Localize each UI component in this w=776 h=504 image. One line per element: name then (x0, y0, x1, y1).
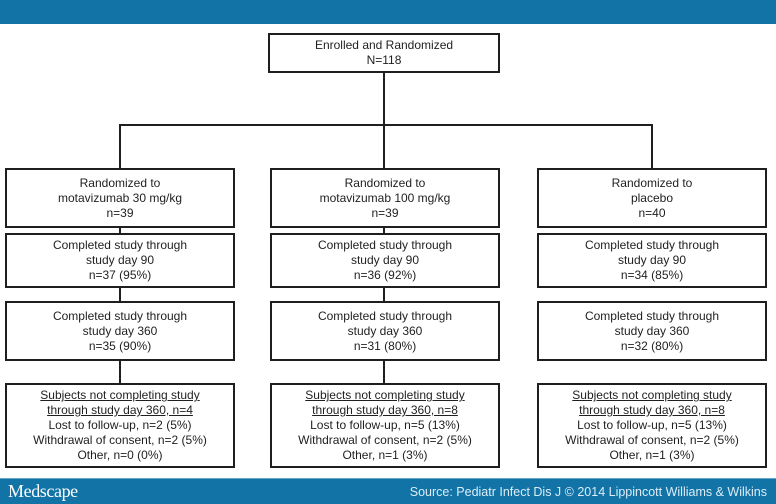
connector-col1-stub2 (119, 288, 121, 301)
connector-col1-stub3 (119, 361, 121, 383)
text-line: through study day 360, n=8 (312, 403, 458, 417)
enrolled-randomized-box: Enrolled and Randomized N=118 (268, 33, 500, 73)
text-line: Completed study through (584, 308, 720, 323)
not-completing-box-placebo: Subjects not completing study through st… (537, 383, 767, 468)
connector-col2-stub2 (383, 288, 385, 301)
text-line: n=37 (95%) (88, 268, 152, 282)
connector-col1-drop (119, 124, 121, 168)
text-line: Withdrawal of consent, n=2 (5%) (33, 433, 207, 447)
text-line: study day 360 (82, 323, 158, 338)
text-line: n=39 (371, 205, 399, 220)
footer-bar: Medscape Source: Pediatr Infect Dis J © … (0, 478, 776, 504)
text-line: study day 360 (347, 323, 423, 338)
day360-box-placebo: Completed study through study day 360 n=… (537, 301, 767, 361)
text-line: n=36 (92%) (353, 268, 417, 282)
medscape-logo: Medscape (8, 481, 78, 501)
text-line: Randomized to (344, 175, 426, 190)
text-line: Subjects not completing study (305, 388, 465, 402)
text-line: Randomized to (611, 175, 693, 190)
day90-box-motavizumab-30: Completed study through study day 90 n=3… (5, 233, 235, 288)
text-line: Completed study through (52, 238, 188, 252)
text-line: through study day 360, n=4 (47, 403, 193, 417)
day360-box-motavizumab-100: Completed study through study day 360 n=… (270, 301, 500, 361)
text-line: Lost to follow-up, n=5 (13%) (577, 418, 727, 432)
not-completing-box-motavizumab-100: Subjects not completing study through st… (270, 383, 500, 468)
day360-box-motavizumab-30: Completed study through study day 360 n=… (5, 301, 235, 361)
connector-horizontal (119, 124, 653, 126)
connector-col2-drop (383, 124, 385, 168)
text-line: n=34 (85%) (620, 268, 684, 282)
text-line: motavizumab 30 mg/kg (57, 190, 183, 205)
connector-col3-drop (651, 124, 653, 168)
connector-col1-stub1 (119, 228, 121, 233)
text-line: n=40 (638, 205, 666, 220)
text-line: through study day 360, n=8 (579, 403, 725, 417)
text-line: Completed study through (317, 238, 453, 252)
text-line: Subjects not completing study (572, 388, 732, 402)
arm-box-motavizumab-100: Randomized to motavizumab 100 mg/kg n=39 (270, 168, 500, 228)
text-line: motavizumab 100 mg/kg (319, 190, 451, 205)
day90-box-motavizumab-100: Completed study through study day 90 n=3… (270, 233, 500, 288)
text-line: Subjects not completing study (40, 388, 200, 402)
text-line: Other, n=1 (3%) (342, 448, 428, 462)
text-line: study day 90 (617, 253, 687, 267)
text-line: Completed study through (52, 308, 188, 323)
text-line: Completed study through (317, 308, 453, 323)
text-line: n=32 (80%) (620, 338, 684, 353)
text-line: N=118 (366, 53, 402, 67)
connector-root-vertical (383, 73, 385, 124)
arm-box-placebo: Randomized to placebo n=40 (537, 168, 767, 228)
text-line: Lost to follow-up, n=2 (5%) (48, 418, 192, 432)
text-line: Randomized to (79, 175, 161, 190)
top-bar (0, 0, 776, 24)
text-line: n=39 (106, 205, 134, 220)
connector-col2-stub3 (383, 361, 385, 383)
text-line: Enrolled and Randomized (314, 38, 454, 52)
source-credit: Source: Pediatr Infect Dis J © 2014 Lipp… (409, 484, 767, 499)
text-line: Other, n=1 (3%) (609, 448, 695, 462)
arm-box-motavizumab-30: Randomized to motavizumab 30 mg/kg n=39 (5, 168, 235, 228)
text-line: Withdrawal of consent, n=2 (5%) (565, 433, 739, 447)
text-line: Lost to follow-up, n=5 (13%) (310, 418, 460, 432)
text-line: placebo (630, 190, 674, 205)
text-line: study day 360 (614, 323, 690, 338)
text-line: study day 90 (85, 253, 155, 267)
text-line: study day 90 (350, 253, 420, 267)
text-line: Other, n=0 (0%) (77, 448, 163, 462)
text-line: n=31 (80%) (353, 338, 417, 353)
text-line: Completed study through (584, 238, 720, 252)
text-line: n=35 (90%) (88, 338, 152, 353)
connector-col2-stub1 (383, 228, 385, 233)
not-completing-box-motavizumab-30: Subjects not completing study through st… (5, 383, 235, 468)
day90-box-placebo: Completed study through study day 90 n=3… (537, 233, 767, 288)
text-line: Withdrawal of consent, n=2 (5%) (298, 433, 472, 447)
